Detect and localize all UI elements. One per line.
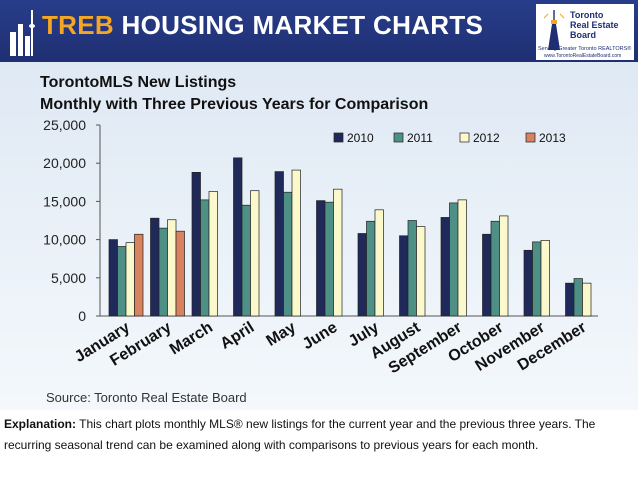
legend-label-2010: 2010 — [347, 131, 374, 145]
bar-2013-january — [134, 233, 144, 317]
bar-2012-march — [208, 191, 218, 317]
bar-2011-october — [490, 220, 500, 317]
bar-2011-august — [407, 220, 417, 317]
x-tick-label: April — [217, 319, 257, 353]
bar-2011-july — [366, 220, 376, 317]
legend-swatch-2011 — [393, 132, 404, 143]
explanation-text: Explanation: This chart plots monthly ML… — [4, 414, 632, 456]
bar-2012-december — [582, 282, 592, 317]
chart-subtitle: Monthly with Three Previous Years for Co… — [40, 96, 429, 113]
bar-chart: 05,00010,00015,00020,00025,000JanuaryFeb… — [43, 117, 598, 377]
x-tick-label: March — [167, 319, 216, 358]
y-tick-label: 0 — [78, 308, 86, 324]
y-tick-label: 25,000 — [43, 117, 86, 133]
bar-2010-january — [108, 239, 118, 317]
y-tick-label: 15,000 — [43, 193, 86, 209]
bar-2010-august — [399, 235, 409, 317]
bar-2010-september — [440, 217, 450, 317]
bar-2011-december — [573, 278, 583, 317]
bar-2011-january — [117, 246, 127, 317]
bar-2013-february — [175, 230, 185, 317]
bar-2012-november — [540, 240, 550, 317]
bar-2010-december — [565, 282, 575, 317]
explanation-label: Explanation: — [4, 417, 77, 431]
bar-2010-april — [233, 157, 243, 317]
bar-2010-february — [150, 217, 160, 317]
logo-tagline: Serving Greater Toronto REALTORS® — [538, 46, 632, 52]
bar-2010-may — [274, 171, 284, 317]
header-bar: TREB HOUSING MARKET CHARTS Toronto Real … — [0, 0, 638, 62]
bar-2011-march — [200, 199, 210, 317]
header-title: TREB HOUSING MARKET CHARTS — [42, 10, 483, 41]
source-note: Source: Toronto Real Estate Board — [46, 390, 247, 405]
bar-2012-january — [125, 242, 135, 317]
bar-2011-november — [532, 241, 542, 317]
bar-2010-june — [316, 200, 326, 317]
legend-label-2013: 2013 — [539, 131, 566, 145]
bar-2010-july — [357, 233, 367, 317]
y-tick-label: 20,000 — [43, 155, 86, 171]
bar-2012-february — [167, 219, 177, 317]
logo-url: www.TorontoRealEstateBoard.com — [544, 53, 622, 59]
bar-2010-october — [482, 233, 492, 317]
header-title-text: HOUSING MARKET CHARTS — [121, 10, 484, 40]
bar-2012-september — [457, 199, 467, 317]
bar-2010-november — [523, 249, 533, 317]
logo-name: Toronto Real Estate Board — [570, 10, 634, 40]
bar-2010-march — [191, 172, 201, 317]
legend-swatch-2010 — [333, 132, 344, 143]
explanation-body: This chart plots monthly MLS® new listin… — [4, 417, 596, 452]
y-tick-label: 10,000 — [43, 232, 86, 248]
bar-2011-september — [449, 202, 459, 317]
brand-name: TREB — [42, 10, 114, 40]
legend-label-2012: 2012 — [473, 131, 500, 145]
y-tick-label: 5,000 — [51, 270, 86, 286]
bar-2012-july — [374, 209, 384, 317]
bar-2011-april — [241, 204, 251, 317]
bar-2012-august — [416, 226, 426, 317]
chart-title: TorontoMLS New Listings — [40, 74, 237, 91]
bar-2012-may — [291, 169, 301, 317]
logo-line2: Real Estate Board — [570, 20, 619, 40]
bar-2012-april — [250, 190, 260, 317]
legend-label-2011: 2011 — [407, 131, 433, 145]
skyline-icon — [10, 10, 35, 56]
bar-2012-june — [333, 188, 343, 317]
treb-logo: Toronto Real Estate Board Serving Greate… — [536, 4, 634, 60]
bar-2012-october — [499, 215, 509, 317]
legend-swatch-2012 — [459, 132, 470, 143]
bar-2011-february — [158, 227, 168, 317]
bar-2011-may — [283, 191, 293, 317]
legend-swatch-2013 — [525, 132, 536, 143]
cn-tower-icon — [543, 10, 565, 50]
x-tick-label: June — [300, 319, 341, 353]
x-tick-label: May — [263, 319, 298, 350]
bar-2011-june — [324, 201, 334, 317]
logo-line1: Toronto — [570, 10, 604, 20]
